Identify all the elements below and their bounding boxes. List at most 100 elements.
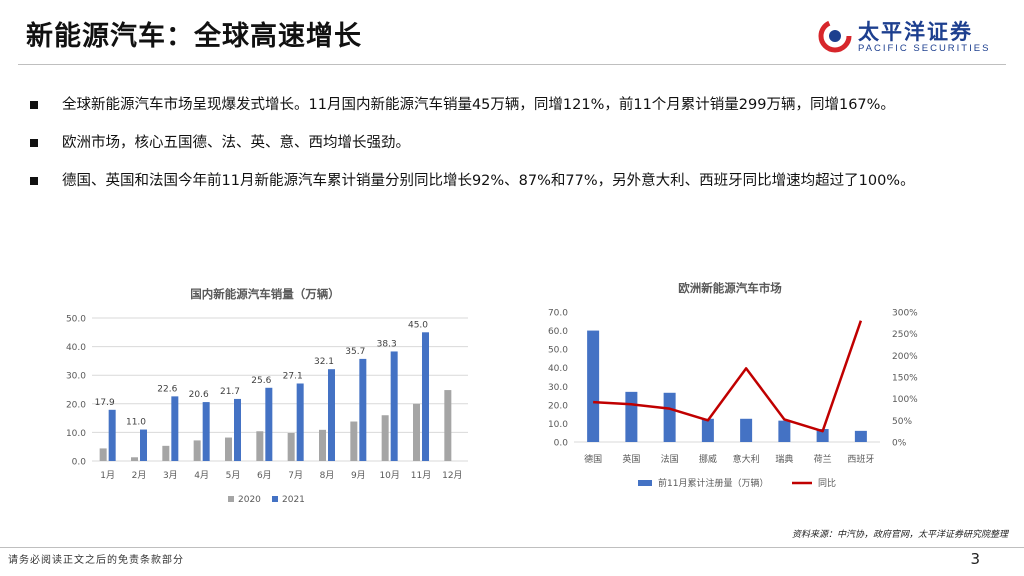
data-label: 20.6 bbox=[189, 390, 209, 400]
europe-market-chart: 欧洲新能源汽车市场 0.0 10.0 20.0 30.0 40.0 50.0 60.0 70.0… bbox=[530, 276, 970, 516]
y-tick-label: 60.0 bbox=[548, 327, 568, 337]
bar-2021 bbox=[391, 351, 398, 461]
y2-tick-label: 300% bbox=[892, 309, 918, 319]
bullet-item: 全球新能源汽车市场呈现爆发式增长。11月国内新能源汽车销量45万辆，同增121%… bbox=[28, 92, 988, 118]
bar-2020 bbox=[382, 415, 389, 461]
y-tick-label: 20.0 bbox=[548, 401, 568, 411]
x-tick-label: 7月 bbox=[288, 470, 303, 481]
bullet-list: 全球新能源汽车市场呈现爆发式增长。11月国内新能源汽车销量45万辆，同增121%… bbox=[28, 92, 988, 206]
y2-tick-label: 50% bbox=[892, 417, 912, 427]
footer-divider bbox=[0, 547, 1024, 548]
data-label: 38.3 bbox=[377, 339, 397, 349]
bar-2020 bbox=[350, 422, 357, 461]
data-label: 22.6 bbox=[157, 384, 177, 394]
x-tick-label: 3月 bbox=[163, 470, 178, 481]
legend-label-registrations: 前11月累计注册量（万辆） bbox=[658, 477, 768, 489]
y2-tick-label: 150% bbox=[892, 374, 918, 384]
bar-registrations bbox=[855, 431, 867, 442]
x-tick-label: 1月 bbox=[100, 470, 115, 481]
bar-2020 bbox=[162, 446, 169, 461]
bar-2020 bbox=[225, 438, 232, 461]
bar-2021 bbox=[171, 396, 178, 461]
bar-2021 bbox=[203, 402, 210, 461]
logo-cn-text: 太平洋证券 bbox=[858, 16, 973, 46]
y-tick-label: 30.0 bbox=[66, 372, 86, 382]
y-tick-label: 50.0 bbox=[548, 346, 568, 356]
legend-swatch-2021 bbox=[272, 496, 278, 502]
logo-en-text: PACIFIC SECURITIES bbox=[858, 43, 990, 54]
chart-title: 国内新能源汽车销量（万辆） bbox=[190, 287, 340, 301]
y2-tick-label: 250% bbox=[892, 330, 918, 340]
x-tick-label: 4月 bbox=[194, 470, 209, 481]
bullet-item: 欧洲市场，核心五国德、法、英、意、西均增长强劲。 bbox=[28, 130, 988, 156]
domestic-sales-chart: 国内新能源汽车销量（万辆） 0.0 10.0 20.0 30.0 40.0 50.0 1月 2月… bbox=[50, 278, 480, 518]
y-tick-label: 10.0 bbox=[548, 420, 568, 430]
y-tick-label: 20.0 bbox=[66, 400, 86, 410]
logo-mark-icon bbox=[818, 16, 852, 56]
y-tick-label: 40.0 bbox=[548, 364, 568, 374]
legend-label-2021: 2021 bbox=[282, 495, 305, 505]
data-label: 21.7 bbox=[220, 387, 240, 397]
y-tick-label: 40.0 bbox=[66, 343, 86, 353]
x-tick-label: 挪威 bbox=[699, 453, 717, 465]
x-tick-label: 9月 bbox=[351, 470, 366, 481]
bar-2020 bbox=[444, 390, 451, 461]
y-tick-label: 70.0 bbox=[548, 309, 568, 319]
bar-registrations bbox=[702, 419, 714, 442]
page-number: 3 bbox=[970, 550, 980, 568]
x-tick-label: 西班牙 bbox=[847, 453, 874, 465]
y-tick-label: 0.0 bbox=[72, 458, 87, 468]
bar-2020 bbox=[256, 431, 263, 461]
bar-2021 bbox=[234, 399, 241, 461]
bar-2021 bbox=[109, 410, 116, 461]
title-divider bbox=[18, 64, 1006, 65]
bar-registrations bbox=[740, 419, 752, 442]
x-tick-label: 12月 bbox=[442, 470, 462, 481]
legend-swatch-registrations bbox=[638, 480, 652, 486]
page-title: 新能源汽车：全球高速增长 bbox=[26, 14, 362, 53]
chart-title: 欧洲新能源汽车市场 bbox=[678, 281, 782, 295]
bar-2020 bbox=[194, 440, 201, 461]
x-tick-label: 荷兰 bbox=[814, 453, 832, 465]
data-label: 45.0 bbox=[408, 320, 428, 330]
bar-2021 bbox=[265, 388, 272, 461]
legend-swatch-2020 bbox=[228, 496, 234, 502]
y2-tick-label: 0% bbox=[892, 439, 907, 449]
bar-registrations bbox=[587, 331, 599, 442]
data-label: 35.7 bbox=[345, 347, 365, 357]
x-tick-label: 法国 bbox=[661, 453, 679, 465]
bar-2021 bbox=[359, 359, 366, 461]
data-label: 25.6 bbox=[251, 376, 271, 386]
y2-tick-label: 100% bbox=[892, 395, 918, 405]
bar-2020 bbox=[131, 457, 138, 461]
bar-2020 bbox=[288, 433, 295, 461]
legend-label-yoy: 同比 bbox=[818, 477, 836, 489]
x-tick-label: 5月 bbox=[226, 470, 241, 481]
bar-registrations bbox=[664, 393, 676, 442]
x-tick-label: 英国 bbox=[622, 453, 640, 465]
y-tick-label: 0.0 bbox=[554, 439, 569, 449]
y-tick-label: 10.0 bbox=[66, 429, 86, 439]
bar-2021 bbox=[328, 369, 335, 461]
data-label: 27.1 bbox=[283, 371, 303, 381]
bar-2020 bbox=[100, 448, 107, 461]
bar-2021 bbox=[140, 430, 147, 461]
x-tick-label: 意大利 bbox=[733, 453, 760, 465]
x-tick-label: 2月 bbox=[132, 470, 147, 481]
x-tick-label: 8月 bbox=[320, 470, 335, 481]
data-label: 32.1 bbox=[314, 357, 334, 367]
source-note: 资料来源：中汽协，政府官网，太平洋证券研究院整理 bbox=[792, 527, 1008, 540]
disclaimer-footer: 请务必阅读正文之后的免责条款部分 bbox=[8, 551, 184, 566]
x-tick-label: 11月 bbox=[411, 470, 431, 481]
bar-2021 bbox=[297, 383, 304, 461]
x-tick-label: 德国 bbox=[584, 453, 602, 465]
x-tick-label: 10月 bbox=[379, 470, 399, 481]
bar-2020 bbox=[319, 430, 326, 461]
bullet-item: 德国、英国和法国今年前11月新能源汽车累计销量分别同比增长92%、87%和77%… bbox=[28, 168, 988, 194]
legend-label-2020: 2020 bbox=[238, 495, 261, 505]
x-tick-label: 6月 bbox=[257, 470, 272, 481]
data-label: 11.0 bbox=[126, 418, 146, 428]
bar-2020 bbox=[413, 404, 420, 461]
company-logo: 太平洋证券 PACIFIC SECURITIES bbox=[818, 14, 1010, 58]
y-tick-label: 50.0 bbox=[66, 315, 86, 325]
